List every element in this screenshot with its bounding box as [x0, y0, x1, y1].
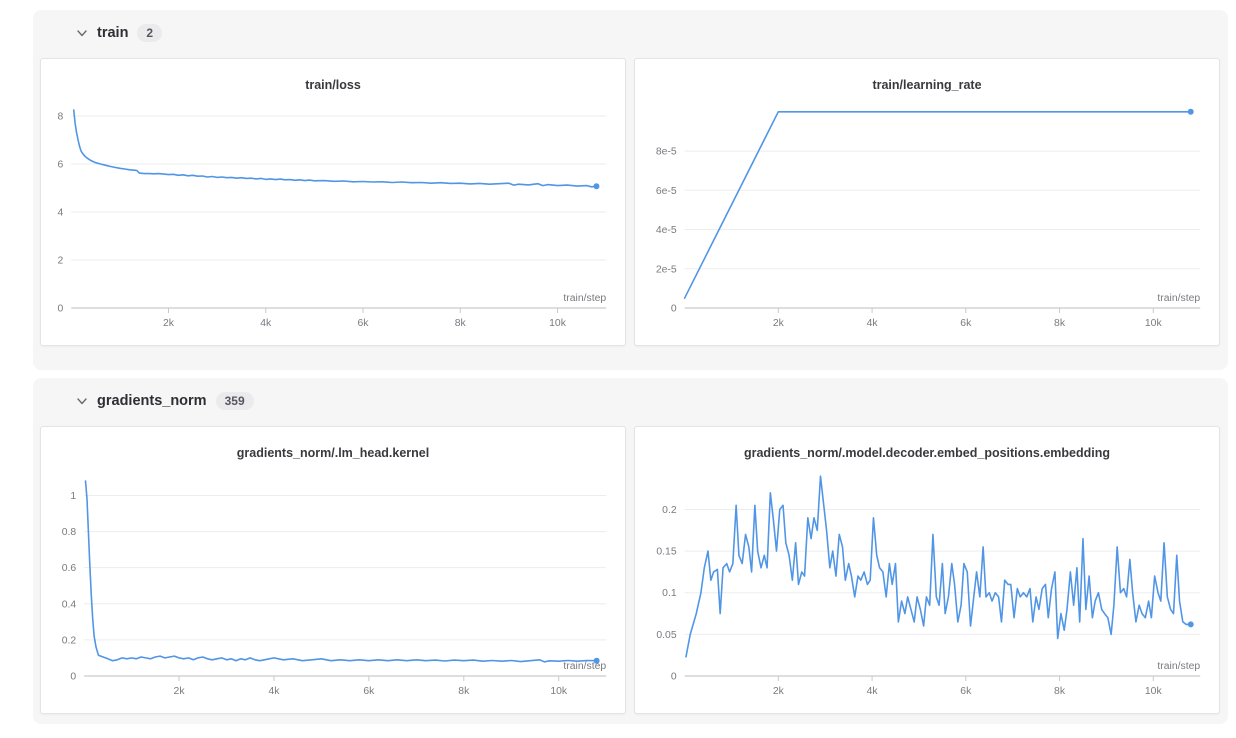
y-tick-label: 4e-5 [656, 225, 677, 236]
series-line [685, 475, 1192, 658]
x-tick-label: 10k [1145, 318, 1163, 329]
series-line [683, 111, 1192, 299]
x-tick-label: 8k [1054, 318, 1066, 329]
chart-title: gradients_norm/.model.decoder.embed_posi… [743, 446, 1111, 460]
x-tick-label: 2k [773, 318, 785, 329]
section-count-badge: 359 [215, 392, 254, 410]
axes: 0 2 4 6 8 2k 4k 6k 8k 10k train/step [58, 111, 607, 329]
x-tick-label: 2k [174, 686, 186, 697]
x-tick-label: 6k [960, 318, 972, 329]
x-tick-label: 2k [163, 318, 175, 329]
y-tick-label: 0 [671, 671, 677, 682]
y-tick-label: 0 [70, 671, 76, 682]
y-tick-label: 0.2 [662, 505, 677, 516]
line-chart-svg: 0 2 4 6 8 2k 4k 6k 8k 10k train/step [58, 109, 607, 329]
last-point-dot [593, 183, 600, 190]
charts-row: gradients_norm/.lm_head.kernel 0 0.2 0.4 0.6… [40, 426, 1220, 714]
line-chart-svg: 0 0.05 0.1 0.15 0.2 2k 4k 6k 8k 10k train/step [656, 475, 1200, 697]
chart-panel[interactable]: train/loss 0 2 4 6 8 2k 4k 6k 8k 10k train/step [40, 58, 626, 346]
chart-panel[interactable]: gradients_norm/.model.decoder.embed_posi… [634, 426, 1220, 714]
x-tick-label: 4k [268, 686, 280, 697]
y-tick-label: 0 [58, 303, 64, 314]
y-tick-label: 0.6 [62, 563, 77, 574]
x-axis-title: train/step [563, 661, 606, 672]
last-point-dot [1187, 108, 1194, 115]
section-header-train[interactable]: train 2 [76, 22, 1220, 44]
y-tick-label: 1 [70, 491, 76, 502]
y-tick-label: 8 [58, 111, 64, 122]
x-axis-title: train/step [1157, 293, 1200, 304]
x-axis-title: train/step [1157, 661, 1200, 672]
x-tick-label: 8k [458, 686, 470, 697]
y-tick-label: 0.8 [62, 527, 77, 538]
x-tick-label: 6k [960, 686, 972, 697]
y-tick-label: 0 [671, 303, 677, 314]
axes: 0 0.2 0.4 0.6 0.8 1 2k 4k 6k 8k 10k train/step [62, 491, 607, 697]
section-train: train 2 train/loss 0 2 4 6 8 2k 4k 6k 8k 10k train/… [33, 10, 1228, 370]
series-line [72, 109, 598, 188]
y-tick-label: 2 [58, 255, 64, 266]
y-tick-label: 4 [58, 207, 64, 218]
x-axis-title: train/step [563, 293, 606, 304]
chart-title: train/loss [305, 78, 361, 92]
chart-title: gradients_norm/.lm_head.kernel [236, 446, 430, 460]
series-line [84, 480, 598, 663]
section-gradients-norm: gradients_norm 359 gradients_norm/.lm_he… [33, 378, 1228, 724]
chevron-down-icon[interactable] [76, 395, 88, 407]
y-tick-label: 8e-5 [656, 147, 677, 158]
section-header-gradients-norm[interactable]: gradients_norm 359 [76, 390, 1220, 412]
y-tick-label: 2e-5 [656, 264, 677, 275]
chart-title: train/learning_rate [872, 78, 982, 92]
y-tick-label: 0.2 [62, 635, 77, 646]
x-tick-label: 4k [867, 318, 879, 329]
chart-panel[interactable]: gradients_norm/.lm_head.kernel 0 0.2 0.4 0.6… [40, 426, 626, 714]
x-tick-label: 2k [773, 686, 785, 697]
line-chart-svg: 0 0.2 0.4 0.6 0.8 1 2k 4k 6k 8k 10k train/step [62, 480, 607, 697]
section-count-badge: 2 [137, 24, 163, 42]
chevron-down-icon[interactable] [76, 27, 88, 39]
charts-row: train/loss 0 2 4 6 8 2k 4k 6k 8k 10k train/step trai… [40, 58, 1220, 346]
y-tick-label: 0.4 [62, 599, 77, 610]
last-point-dot [1187, 621, 1194, 628]
x-tick-label: 8k [455, 318, 467, 329]
axes: 0 2e-5 4e-5 6e-5 8e-5 2k 4k 6k 8k 10k train/step [656, 147, 1201, 329]
x-tick-label: 10k [1145, 686, 1163, 697]
x-tick-label: 6k [358, 318, 370, 329]
last-point-dot [593, 657, 600, 664]
x-tick-label: 4k [867, 686, 879, 697]
line-chart-svg: 0 2e-5 4e-5 6e-5 8e-5 2k 4k 6k 8k 10k train/step [656, 108, 1201, 329]
x-tick-label: 10k [549, 318, 567, 329]
y-tick-label: 6e-5 [656, 186, 677, 197]
y-tick-label: 0.05 [656, 630, 676, 641]
y-tick-label: 6 [58, 159, 64, 170]
section-label: gradients_norm [97, 393, 207, 409]
x-tick-label: 8k [1054, 686, 1066, 697]
chart-panel[interactable]: train/learning_rate 0 2e-5 4e-5 6e-5 8e-5 2k 4k… [634, 58, 1220, 346]
x-tick-label: 4k [260, 318, 272, 329]
y-tick-label: 0.15 [656, 547, 676, 558]
y-tick-label: 0.1 [662, 588, 677, 599]
x-tick-label: 10k [550, 686, 568, 697]
section-label: train [97, 25, 129, 41]
x-tick-label: 6k [363, 686, 375, 697]
